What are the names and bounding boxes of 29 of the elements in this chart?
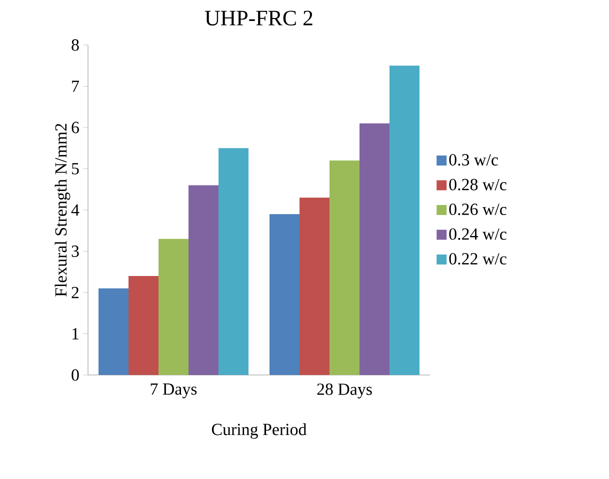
- y-tick-label: 2: [72, 286, 79, 298]
- y-tick-label: 0: [72, 369, 79, 381]
- y-tick-label: 8: [72, 39, 79, 51]
- x-tick-label: 7 Days: [150, 384, 197, 398]
- bar: [390, 66, 420, 375]
- bar: [360, 123, 390, 375]
- bar: [300, 198, 330, 375]
- bar: [158, 238, 188, 375]
- bar: [330, 160, 360, 375]
- bar: [188, 185, 218, 375]
- x-axis-title: Curing Period: [212, 423, 307, 439]
- y-axis-title: Flexural Strength N/mm2: [54, 124, 70, 297]
- legend-label: 0.24 w/c: [449, 228, 506, 240]
- x-tick-label: 28 Days: [317, 384, 372, 398]
- bar: [270, 214, 300, 375]
- y-tick-label: 4: [71, 204, 80, 216]
- y-tick-label: 5: [72, 163, 79, 174]
- bar: [128, 276, 158, 375]
- bar: [98, 288, 128, 375]
- chart-title: UHP-FRC 2: [204, 10, 312, 26]
- legend-label: 0.26 w/c: [449, 204, 506, 216]
- y-tick-label: 1: [72, 328, 78, 340]
- legend-label: 0.3 w/c: [449, 154, 498, 166]
- y-tick-label: 6: [72, 122, 79, 134]
- y-tick-label: 3: [72, 246, 79, 257]
- bar: [218, 148, 248, 375]
- legend-label: 0.28 w/c: [449, 178, 506, 190]
- legend-label: 0.22 w/c: [449, 253, 506, 265]
- y-tick-label: 7: [72, 80, 79, 92]
